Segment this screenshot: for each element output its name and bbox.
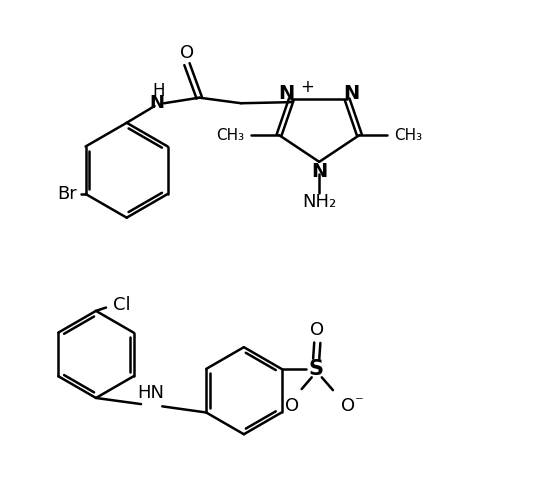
Text: CH₃: CH₃	[394, 128, 423, 143]
Text: Br: Br	[58, 185, 77, 203]
Text: CH₃: CH₃	[216, 128, 244, 143]
Text: O: O	[341, 397, 356, 415]
Text: H: H	[153, 82, 165, 100]
Text: N: N	[311, 162, 327, 181]
Text: O: O	[310, 321, 324, 339]
Text: N: N	[343, 84, 360, 103]
Text: +: +	[300, 78, 314, 96]
Text: ⁻: ⁻	[355, 394, 364, 411]
Text: N: N	[279, 84, 295, 103]
Text: HN: HN	[138, 384, 165, 402]
Text: S: S	[309, 359, 324, 379]
Text: Cl: Cl	[113, 296, 130, 314]
Text: O: O	[285, 397, 299, 415]
Text: N: N	[150, 94, 165, 112]
Text: NH₂: NH₂	[302, 193, 336, 211]
Text: O: O	[180, 44, 194, 62]
